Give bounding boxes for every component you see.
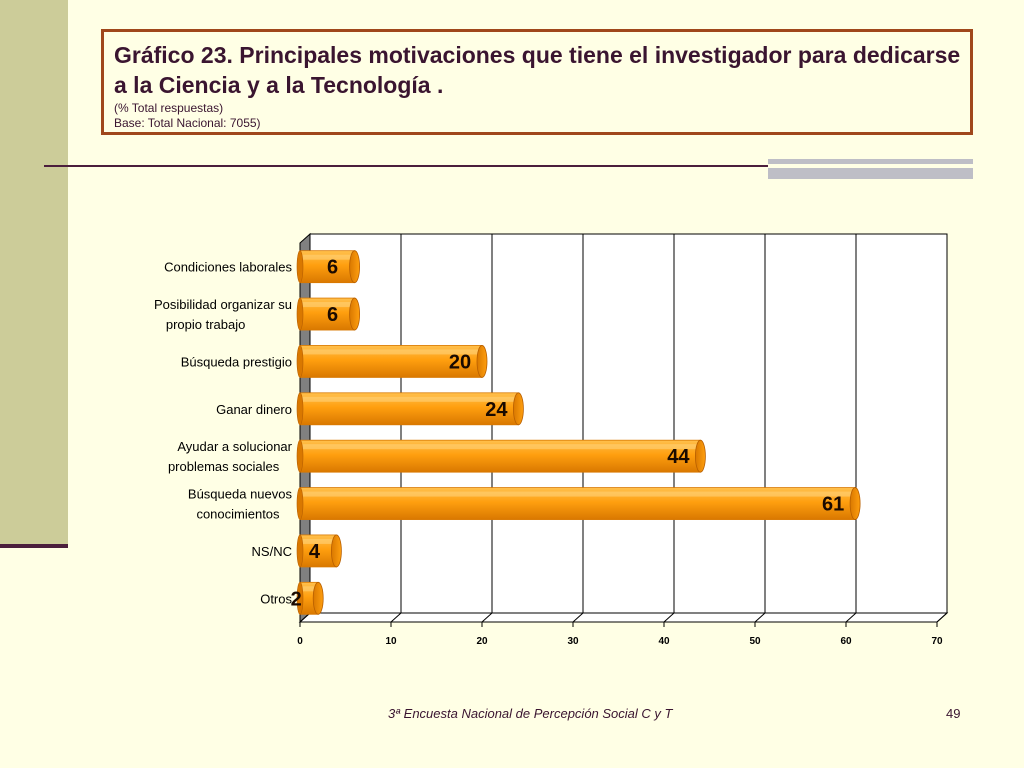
category-label: Condiciones laborales — [164, 260, 292, 275]
bar-start-cap — [296, 297, 304, 331]
bar-end-cap — [330, 534, 342, 568]
x-tick-label: 60 — [840, 636, 852, 647]
bar-highlight — [300, 538, 337, 544]
bar-highlight — [300, 349, 482, 355]
subtitle-line-1: (% Total respuestas) — [114, 101, 224, 115]
x-tick-label: 30 — [567, 636, 579, 647]
bar-start-cap — [296, 392, 304, 426]
x-tick-label: 40 — [658, 636, 670, 647]
floor-gridline — [754, 612, 766, 623]
bar-end-cap — [476, 345, 488, 378]
data-label: 61 — [822, 494, 844, 516]
category-label: problemas sociales — [168, 459, 280, 474]
chart-subtitle: (% Total respuestas) Base: Total Naciona… — [114, 101, 261, 131]
category-label: Otros — [260, 591, 292, 606]
x-tick-label: 20 — [476, 636, 488, 647]
bar-end-cap — [849, 487, 861, 520]
floor-gridline — [936, 612, 948, 623]
bar-start-cap — [296, 582, 304, 615]
title-box: Gráfico 23. Principales motivaciones que… — [101, 29, 973, 135]
chart-title: Gráfico 23. Principales motivaciones que… — [114, 42, 961, 98]
data-label: 6 — [327, 257, 338, 279]
floor-gridline — [481, 612, 493, 623]
left-decor-rule — [0, 544, 68, 548]
x-tick-label: 70 — [931, 636, 943, 647]
category-label: Búsqueda nuevos — [188, 487, 293, 502]
bar-highlight — [300, 302, 355, 308]
floor-gridline — [663, 612, 675, 623]
footer-text: 3ª Encuesta Nacional de Percepción Socia… — [388, 706, 673, 721]
category-label: propio trabajo — [166, 317, 246, 332]
data-label: 44 — [667, 446, 690, 468]
floor-gridline — [845, 612, 857, 623]
bar-highlight — [300, 491, 856, 497]
page-number: 49 — [946, 706, 961, 721]
bar-end-cap — [349, 250, 361, 284]
bar-chart: 0 10 20 30 40 50 60 70 6 Condiciones laborales 6 Po… — [154, 232, 949, 647]
bar-start-cap — [296, 439, 304, 473]
bar-highlight — [300, 586, 319, 592]
category-label: Búsqueda prestigio — [181, 354, 292, 369]
bar-highlight — [300, 396, 519, 402]
data-label: 2 — [291, 588, 302, 610]
data-label: 20 — [449, 351, 471, 373]
x-tick-label: 10 — [385, 636, 397, 647]
floor-gridline — [572, 612, 584, 623]
data-label: 4 — [309, 541, 321, 563]
bar-end-cap — [513, 392, 524, 426]
category-label: conocimientos — [196, 507, 280, 522]
bar-start-cap — [296, 487, 304, 520]
bar-start-cap — [296, 345, 304, 378]
bar-end-cap — [312, 581, 324, 615]
bar-end-cap — [349, 297, 361, 331]
header-accent-bar — [768, 159, 973, 179]
category-label: Ayudar a solucionar — [177, 439, 292, 454]
floor-gridline — [390, 612, 402, 623]
plot-floor — [298, 612, 949, 623]
x-tick-label: 50 — [749, 636, 761, 647]
category-label: Posibilidad organizar su — [154, 297, 292, 312]
category-label: NS/NC — [252, 544, 292, 559]
data-label: 6 — [327, 304, 338, 326]
data-label: 24 — [485, 399, 508, 421]
header-rule — [44, 165, 972, 167]
bar-highlight — [300, 444, 701, 450]
bar-start-cap — [296, 534, 304, 568]
bar-highlight — [300, 254, 355, 260]
left-decor-strip — [0, 0, 68, 546]
bar-end-cap — [695, 439, 706, 473]
x-tick-label: 0 — [297, 636, 303, 647]
subtitle-line-2: Base: Total Nacional: 7055) — [114, 116, 261, 130]
bar-start-cap — [296, 250, 304, 283]
category-label: Ganar dinero — [216, 402, 292, 417]
